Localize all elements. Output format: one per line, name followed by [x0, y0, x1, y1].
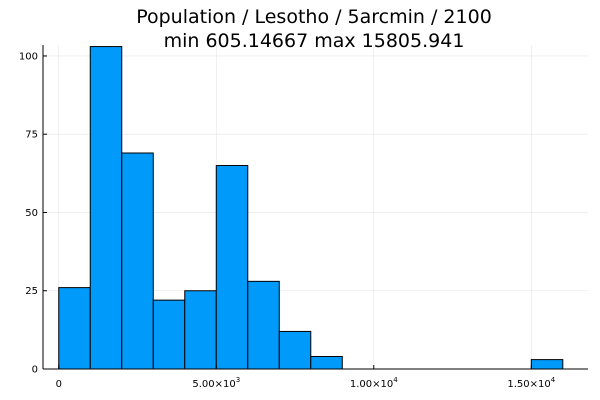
histogram-bar	[278, 330, 312, 370]
x-tick-label: 0	[56, 379, 62, 390]
x-tick-label: 1.50×104	[507, 376, 555, 390]
x-tick-label: 1.00×104	[350, 376, 398, 390]
y-tick-label: 0	[32, 365, 38, 376]
histogram-bar	[89, 46, 123, 370]
y-tick-label: 25	[25, 286, 38, 297]
histogram-bar	[152, 299, 186, 370]
histogram-bar	[310, 355, 343, 370]
histogram-bar	[121, 152, 154, 370]
y-tick-label: 100	[19, 51, 38, 62]
y-tick-label: 50	[25, 208, 38, 219]
x-tick-label: 5.00×103	[192, 376, 240, 390]
histogram-bar	[530, 359, 564, 370]
histogram-bar	[215, 165, 249, 370]
x-axis-ticks: 0 5.00×103 1.00×104 1.50×104	[56, 365, 556, 390]
y-axis-ticks: 0 25 50 75 100	[19, 51, 47, 376]
chart-title-line-1: Population / Lesotho / 5arcmin / 2100	[136, 6, 492, 28]
histogram-bar	[247, 280, 280, 370]
histogram-bar	[184, 290, 217, 370]
y-tick-label: 75	[25, 130, 38, 141]
histogram-bars	[58, 46, 564, 370]
histogram-bar	[58, 287, 91, 370]
axes	[42, 45, 588, 370]
chart-title-line-2: min 605.14667 max 15805.941	[164, 30, 465, 52]
